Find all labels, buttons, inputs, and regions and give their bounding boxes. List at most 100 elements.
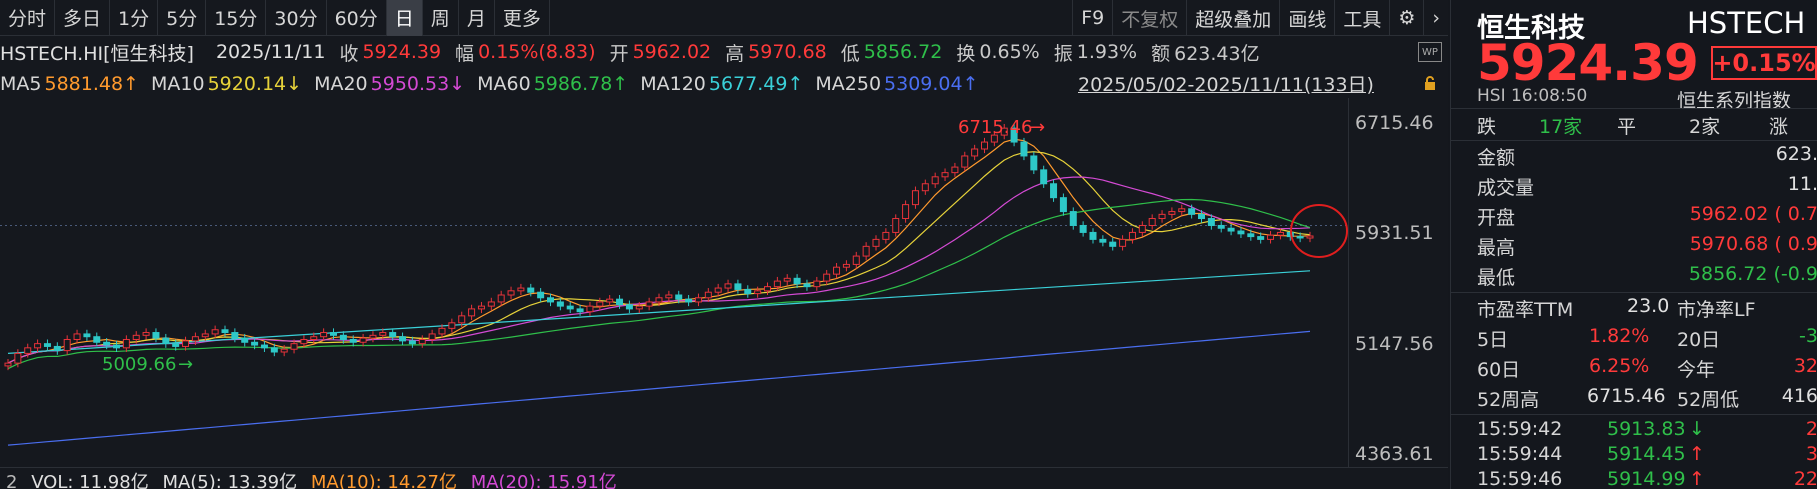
- candle: [310, 336, 318, 340]
- divider: [1451, 292, 1817, 293]
- candle: [1198, 213, 1205, 220]
- tab-6[interactable]: 60分: [327, 0, 387, 36]
- arrow-right-icon: →: [178, 354, 193, 375]
- tick-dir-icon: ↑: [1689, 443, 1705, 465]
- pe-key: 市盈率TTM: [1477, 299, 1574, 321]
- candlestick-chart[interactable]: 6715.46→5009.66 →: [0, 98, 1350, 466]
- f9-button[interactable]: F9: [1072, 0, 1112, 36]
- high-row: 最高 5970.68 ( 0.9: [1477, 233, 1817, 263]
- chevron-right-icon[interactable]: ›: [1423, 0, 1448, 36]
- candle: [339, 334, 347, 340]
- candle: [665, 294, 673, 299]
- candle: [487, 301, 495, 307]
- settings-icon[interactable]: ⚙: [1389, 0, 1423, 36]
- tick-vol: 3: [1805, 443, 1817, 465]
- tab-5[interactable]: 30分: [266, 0, 327, 36]
- super-overlay-button[interactable]: 超级叠加: [1186, 0, 1279, 36]
- open-label: 开: [609, 42, 629, 65]
- open-val: 5962.02 ( 0.7: [1689, 203, 1817, 225]
- ma-legend: MA5 5881.48↑ MA10 5920.14↓ MA20 5950.53↓ MA60 5…: [0, 70, 991, 98]
- w52-row: 52周高 6715.46 52周低 416: [1477, 385, 1817, 415]
- volume-val: 11.: [1787, 173, 1817, 195]
- date-range[interactable]: 2025/05/02-2025/11/11(133日): [1078, 74, 1374, 96]
- candle: [1010, 127, 1018, 143]
- candle: [408, 340, 416, 345]
- tab-3[interactable]: 5分: [158, 0, 207, 36]
- y-tick-label: 4363.61: [1355, 443, 1434, 465]
- candle: [191, 336, 199, 342]
- candle: [241, 337, 249, 343]
- candle: [1079, 224, 1087, 233]
- low-label: 低: [840, 42, 860, 65]
- vol-prefix: 2: [6, 472, 18, 489]
- ma250-line: [7, 330, 1311, 446]
- candle: [468, 308, 476, 317]
- candle: [448, 322, 456, 329]
- candle: [280, 348, 288, 353]
- amount-key: 金额: [1477, 147, 1516, 169]
- candle: [497, 294, 505, 303]
- index-name: 恒生科技: [1477, 13, 1585, 44]
- down-count: 17家: [1539, 116, 1583, 138]
- down-label: 跌: [1477, 116, 1497, 138]
- tab-1[interactable]: 多日: [55, 0, 111, 36]
- ma5-line: [7, 138, 1311, 364]
- no-adjust-button[interactable]: 不复权: [1112, 0, 1186, 36]
- tools-button[interactable]: 工具: [1334, 0, 1389, 36]
- candle: [921, 183, 929, 192]
- tab-9[interactable]: 月: [459, 0, 495, 36]
- candle: [172, 343, 180, 347]
- draw-line-button[interactable]: 画线: [1279, 0, 1334, 36]
- tick-time: 15:59:42: [1477, 418, 1563, 440]
- tab-4[interactable]: 15分: [206, 0, 267, 36]
- candle: [1168, 211, 1176, 215]
- close-value: 5924.39: [362, 41, 442, 63]
- candle: [911, 190, 919, 206]
- open-value: 5962.02: [632, 41, 712, 63]
- ma-value: 5309.04↑: [884, 73, 979, 95]
- candle: [73, 333, 81, 340]
- tab-0[interactable]: 分时: [0, 0, 56, 36]
- wp-icon[interactable]: WP: [1418, 42, 1442, 62]
- w52l-val: 416: [1781, 385, 1817, 407]
- vol-ma20: MA(20): 15.91亿: [470, 472, 617, 489]
- candle: [803, 283, 811, 288]
- ma-label: MA5: [0, 73, 42, 95]
- candle: [645, 301, 653, 307]
- turn-label: 换: [956, 42, 976, 65]
- candle: [754, 290, 762, 295]
- chart-tools: F9 不复权 超级叠加 画线 工具 ⚙ ›: [1072, 0, 1448, 36]
- candle: [734, 283, 742, 290]
- y-tick-label: 6715.46: [1355, 112, 1434, 134]
- candle: [576, 308, 584, 313]
- candle: [556, 301, 564, 307]
- tick-vol: 2: [1805, 418, 1817, 440]
- tab-7[interactable]: 日: [386, 0, 423, 36]
- candle: [655, 297, 663, 303]
- candle: [182, 340, 190, 347]
- divider: [1451, 140, 1817, 141]
- tab-2[interactable]: 1分: [110, 0, 159, 36]
- quote-panel: 恒生科技 HSTECH 5924.39 +0.15% HSI 16:08:50 …: [1450, 0, 1817, 489]
- quote-info-bar: HSTECH.HI[恒生科技] 2025/11/11 收 5924.39 幅 0.1…: [0, 38, 1264, 66]
- candle: [547, 297, 554, 303]
- candle: [842, 263, 850, 268]
- candle: [122, 338, 130, 349]
- flat-count: 2家: [1689, 116, 1721, 138]
- arrow-right-icon: →: [1030, 117, 1045, 138]
- candle: [704, 291, 712, 299]
- lock-icon[interactable]: [1422, 75, 1438, 91]
- amount-row: 金额 623.: [1477, 143, 1817, 173]
- ma-label: MA20: [314, 73, 368, 95]
- candle: [1276, 231, 1284, 236]
- tab-8[interactable]: 周: [423, 0, 459, 36]
- candle: [438, 327, 446, 335]
- tab-10[interactable]: 更多: [495, 0, 550, 36]
- candle: [1089, 231, 1097, 240]
- last-price: 5924.39: [1477, 34, 1699, 92]
- candle: [113, 344, 120, 349]
- tick-vol: 22: [1793, 468, 1817, 489]
- candle: [1296, 236, 1304, 239]
- candle: [872, 238, 880, 247]
- flat-label: 平: [1617, 116, 1637, 138]
